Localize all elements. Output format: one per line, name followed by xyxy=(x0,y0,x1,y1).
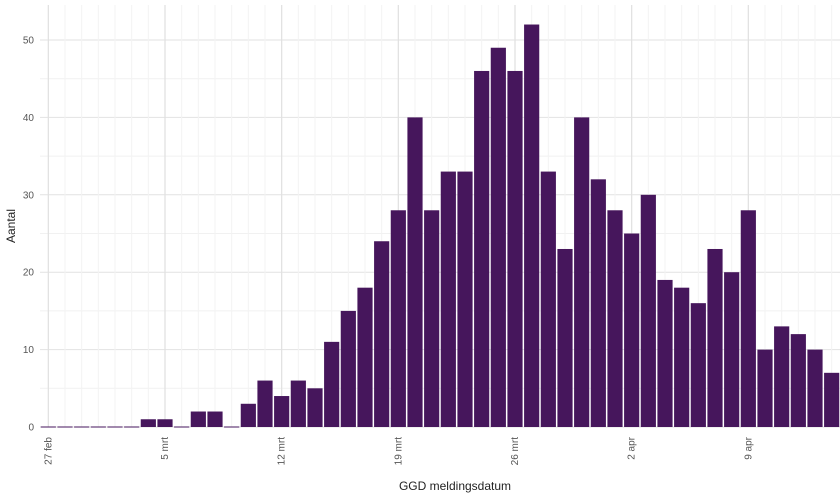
bar: 14 apr: 7 xyxy=(824,372,840,427)
y-tick-label: 30 xyxy=(23,190,35,201)
bar: 10 mrt: 3 xyxy=(240,403,256,427)
bar: 4 mrt: 1 xyxy=(140,419,156,427)
bar: 11 mrt: 6 xyxy=(257,380,273,427)
bar: 29 mrt: 23 xyxy=(557,248,573,427)
x-tick-label: 12 mrt xyxy=(277,437,288,466)
x-tick-label: 27 feb xyxy=(43,437,54,465)
x-tick-label: 9 apr xyxy=(743,436,754,459)
x-axis-ticks: 27 feb 5 mrt 12 mrt 19 mrt 26 mrt 2 apr 9 apr xyxy=(43,436,754,465)
bar: 15 mrt: 11 xyxy=(324,341,340,427)
bar: 6 apr: 16 xyxy=(690,303,706,427)
bar: 23 mrt: 33 xyxy=(457,171,473,427)
bar: 9 apr: 28 xyxy=(740,210,756,427)
bar: 21 mrt: 28 xyxy=(424,210,440,427)
y-tick-label: 10 xyxy=(23,345,35,356)
bar: 19 mrt: 28 xyxy=(390,210,406,427)
bar: 8 mrt: 2 xyxy=(207,411,223,427)
bar: 27 mrt: 52 xyxy=(524,24,540,428)
x-axis-title: GGD meldingsdatum xyxy=(399,479,511,493)
bar: 28 mrt: 33 xyxy=(540,171,556,427)
bars: 27 feb: 028 feb: 029 feb: 01 mrt: 02 mrt… xyxy=(40,24,840,428)
bar: 8 apr: 20 xyxy=(724,272,740,427)
bar: 28 feb: 0 xyxy=(57,426,73,428)
y-tick-label: 0 xyxy=(28,423,34,434)
bar: 24 mrt: 46 xyxy=(474,70,490,428)
bar: 6 mrt: 0 xyxy=(174,426,190,428)
bar: 4 apr: 19 xyxy=(657,279,673,427)
bar: 10 apr: 10 xyxy=(757,349,773,427)
bar: 7 apr: 23 xyxy=(707,248,723,427)
bar: 18 mrt: 24 xyxy=(374,241,390,427)
bar: 3 mrt: 0 xyxy=(124,426,140,428)
bar: 25 mrt: 49 xyxy=(490,47,506,428)
bar: 29 feb: 0 xyxy=(74,426,90,428)
x-tick-label: 26 mrt xyxy=(510,437,521,466)
bar: 3 apr: 30 xyxy=(640,194,656,427)
bar: 9 mrt: 0 xyxy=(224,426,240,428)
bar: 27 feb: 0 xyxy=(40,426,56,428)
x-tick-label: 2 apr xyxy=(627,436,638,459)
y-tick-label: 50 xyxy=(23,36,35,47)
bar: 16 mrt: 15 xyxy=(340,310,356,427)
bar: 2 mrt: 0 xyxy=(107,426,123,428)
bar: 1 apr: 28 xyxy=(607,210,623,427)
y-axis-ticks: 0 10 20 30 40 50 xyxy=(23,36,35,434)
bar: 26 mrt: 46 xyxy=(507,70,523,428)
x-tick-label: 5 mrt xyxy=(160,437,171,460)
bar: 20 mrt: 40 xyxy=(407,117,423,428)
bar: 1 mrt: 0 xyxy=(90,426,106,428)
y-tick-label: 20 xyxy=(23,268,35,279)
x-tick-label: 19 mrt xyxy=(393,437,404,466)
bar: 7 mrt: 2 xyxy=(190,411,206,427)
bar: 5 apr: 18 xyxy=(674,287,690,427)
bar: 17 mrt: 18 xyxy=(357,287,373,427)
bar: 30 mrt: 40 xyxy=(574,117,590,428)
bar: 14 mrt: 5 xyxy=(307,388,323,427)
bar: 12 mrt: 4 xyxy=(274,396,290,427)
y-axis-title: Aantal xyxy=(4,209,18,243)
bar: 22 mrt: 33 xyxy=(440,171,456,427)
bar: 11 apr: 13 xyxy=(774,326,790,427)
bar: 13 apr: 10 xyxy=(807,349,823,427)
bar: 13 mrt: 6 xyxy=(290,380,306,427)
y-tick-label: 40 xyxy=(23,113,35,124)
bar: 2 apr: 25 xyxy=(624,233,640,427)
bar: 31 mrt: 32 xyxy=(590,179,606,427)
bar: 12 apr: 12 xyxy=(790,334,806,427)
bar: 5 mrt: 1 xyxy=(157,419,173,427)
